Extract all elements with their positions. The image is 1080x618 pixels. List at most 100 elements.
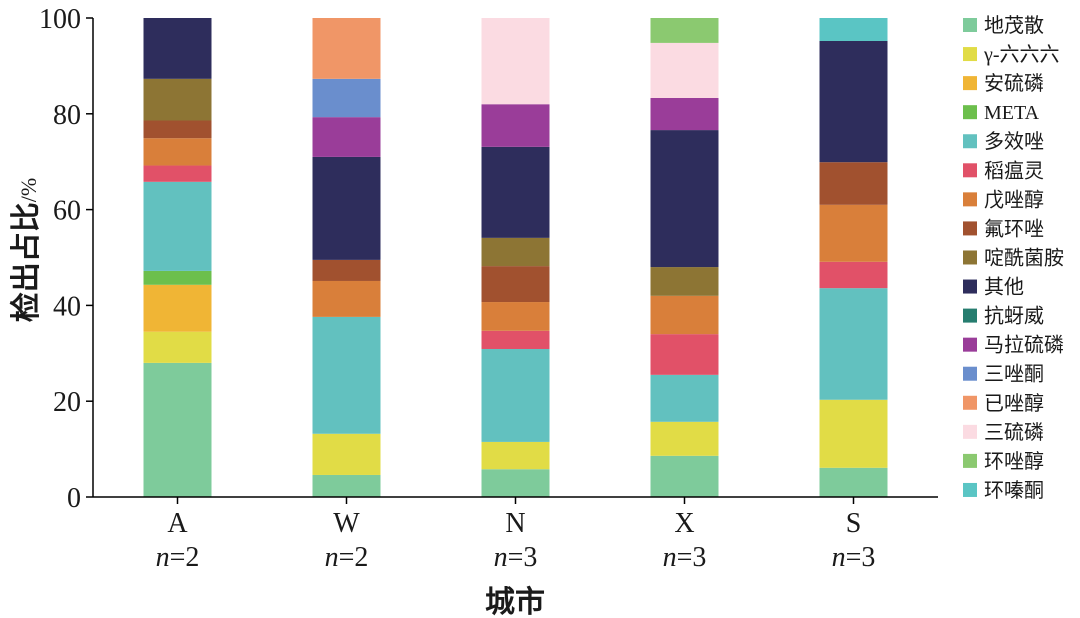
bar-segment-n-series-10 bbox=[481, 146, 550, 238]
bar-segment-a-series-3 bbox=[143, 284, 212, 332]
legend-swatch bbox=[963, 134, 977, 149]
legend-label: META bbox=[984, 102, 1040, 124]
bar-segment-a-series-7 bbox=[143, 138, 212, 166]
legend-item: 其他 bbox=[963, 276, 1024, 299]
legend-item: 多效唑 bbox=[963, 130, 1044, 153]
bar-segment-n-series-6 bbox=[481, 330, 550, 349]
legend-item: 已唑醇 bbox=[963, 392, 1044, 415]
legend-label: 环唑醇 bbox=[984, 450, 1044, 473]
bar-segment-w-series-8 bbox=[312, 259, 381, 281]
bar-segment-x-series-15 bbox=[650, 42, 719, 98]
bar-segment-a-series-2 bbox=[143, 331, 212, 363]
bar-stack-a bbox=[143, 18, 212, 497]
bar-segment-w-series-2 bbox=[312, 433, 381, 475]
bar-segment-a-series-9 bbox=[143, 78, 212, 121]
legend-item: 抗蚜威 bbox=[963, 305, 1044, 328]
y-tick-label: 0 bbox=[67, 483, 81, 514]
legend-item: 三唑酮 bbox=[963, 363, 1044, 386]
sample-size-label-n: n=3 bbox=[494, 542, 538, 573]
bar-segment-w-series-13 bbox=[312, 78, 381, 118]
bar-segment-s-series-10 bbox=[819, 40, 888, 163]
bar-segment-x-series-7 bbox=[650, 295, 719, 335]
bar-segment-s-series-6 bbox=[819, 261, 888, 289]
bar-segment-x-series-6 bbox=[650, 334, 719, 375]
legend-item: 地茂散 bbox=[963, 14, 1044, 37]
legend-label: 多效唑 bbox=[984, 130, 1044, 153]
bar-segment-w-series-14 bbox=[312, 18, 381, 79]
legend-label: 环嗪酮 bbox=[984, 479, 1044, 502]
legend-swatch bbox=[963, 395, 977, 410]
y-tick-label: 20 bbox=[53, 387, 81, 418]
legend-label: 啶酰菌胺 bbox=[984, 246, 1064, 269]
bar-segment-s-series-7 bbox=[819, 204, 888, 262]
bar-segment-n-series-15 bbox=[481, 18, 550, 105]
legend-swatch bbox=[963, 424, 977, 439]
legend-swatch bbox=[963, 482, 977, 497]
y-tick-label: 100 bbox=[39, 4, 81, 35]
y-axis-ticks: 0 20 40 60 80 100 bbox=[39, 4, 93, 514]
bar-stacks bbox=[143, 18, 888, 497]
legend-label: 马拉硫磷 bbox=[984, 334, 1064, 357]
legend-label: 戊唑醇 bbox=[984, 188, 1044, 211]
bar-segment-n-series-12 bbox=[481, 104, 550, 147]
bar-segment-s-series-5 bbox=[819, 288, 888, 400]
y-tick-label: 80 bbox=[53, 100, 81, 131]
bar-segment-x-series-1 bbox=[650, 455, 719, 497]
bar-segment-n-series-8 bbox=[481, 266, 550, 303]
bar-segment-s-series-17 bbox=[819, 18, 888, 41]
legend-item: 三硫磷 bbox=[963, 421, 1044, 444]
legend-swatch bbox=[963, 76, 977, 91]
bar-stack-x bbox=[650, 18, 719, 497]
legend-swatch bbox=[963, 250, 977, 265]
bar-segment-n-series-2 bbox=[481, 441, 550, 470]
legend-label: 地茂散 bbox=[984, 14, 1044, 37]
legend-label: 稻瘟灵 bbox=[984, 159, 1044, 182]
legend-swatch bbox=[963, 279, 977, 294]
bar-segment-x-series-12 bbox=[650, 97, 719, 131]
legend-swatch bbox=[963, 308, 977, 323]
x-axis-ticks: An=2Wn=2Nn=3Xn=3Sn=3 bbox=[156, 497, 876, 573]
legend-item: 戊唑醇 bbox=[963, 188, 1044, 211]
legend-label: 三唑酮 bbox=[984, 363, 1044, 386]
bar-segment-x-series-10 bbox=[650, 130, 719, 268]
bar-stack-n bbox=[481, 18, 550, 497]
bar-segment-n-series-7 bbox=[481, 302, 550, 331]
bar-segment-n-series-1 bbox=[481, 469, 550, 497]
sample-size-label-x: n=3 bbox=[663, 542, 707, 573]
bar-stack-w bbox=[312, 18, 381, 497]
legend-swatch bbox=[963, 163, 977, 178]
bar-segment-x-series-16 bbox=[650, 18, 719, 43]
legend-item: 氟环唑 bbox=[963, 217, 1044, 240]
legend-label: 氟环唑 bbox=[984, 217, 1044, 240]
x-tick-label-w: W bbox=[333, 508, 360, 539]
legend-item: 啶酰菌胺 bbox=[963, 246, 1064, 269]
x-tick-label-s: S bbox=[846, 508, 862, 539]
bar-segment-w-series-7 bbox=[312, 280, 381, 317]
legend-label: 抗蚜威 bbox=[984, 305, 1044, 328]
x-tick-label-a: A bbox=[167, 508, 188, 539]
bar-segment-w-series-5 bbox=[312, 316, 381, 434]
legend-swatch bbox=[963, 453, 977, 468]
x-axis-title: 城市 bbox=[485, 585, 545, 618]
sample-size-label-w: n=2 bbox=[325, 542, 369, 573]
bar-segment-s-series-1 bbox=[819, 467, 888, 497]
legend-item: 环唑醇 bbox=[963, 450, 1044, 473]
legend-label: γ-六六六 bbox=[983, 43, 1060, 66]
bar-segment-a-series-1 bbox=[143, 362, 212, 497]
bar-segment-s-series-2 bbox=[819, 399, 888, 468]
x-tick-label-n: N bbox=[505, 508, 525, 539]
sample-size-label-s: n=3 bbox=[832, 542, 876, 573]
bar-segment-n-series-9 bbox=[481, 237, 550, 267]
legend-label: 已唑醇 bbox=[984, 392, 1044, 415]
bar-segment-a-series-4 bbox=[143, 270, 212, 285]
bar-segment-n-series-5 bbox=[481, 348, 550, 442]
x-tick-label-x: X bbox=[674, 508, 694, 539]
legend-swatch bbox=[963, 366, 977, 381]
bar-segment-w-series-1 bbox=[312, 474, 381, 497]
bar-segment-a-series-10 bbox=[143, 18, 212, 79]
legend-swatch bbox=[963, 337, 977, 352]
bar-segment-x-series-9 bbox=[650, 267, 719, 296]
legend-swatch bbox=[963, 192, 977, 207]
legend-label: 三硫磷 bbox=[984, 421, 1044, 444]
